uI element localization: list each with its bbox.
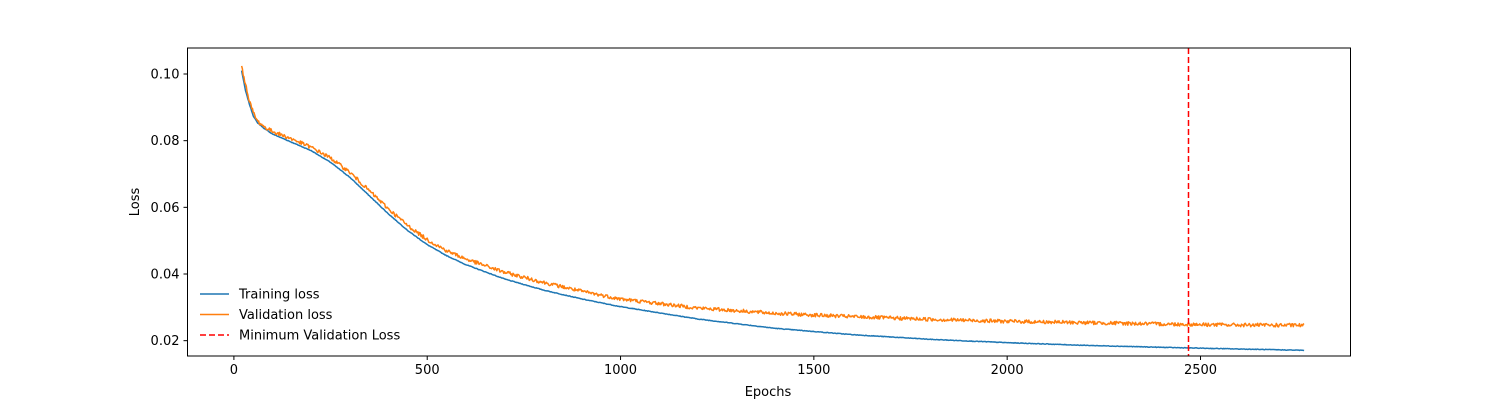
y-tick-label: 0.10 bbox=[151, 68, 180, 83]
y-axis-label: Loss bbox=[128, 188, 143, 217]
series-line-training-loss bbox=[240, 70, 1305, 352]
plot-area bbox=[240, 48, 1305, 356]
y-axis: 0.02 0.04 0.06 0.08 0.10 bbox=[151, 68, 188, 349]
series-line-validation-loss bbox=[240, 65, 1305, 328]
x-tick-label: 2500 bbox=[1184, 363, 1217, 378]
x-tick-label: 1500 bbox=[797, 363, 830, 378]
x-axis: 0 500 1000 1500 2000 2500 bbox=[230, 356, 1217, 378]
legend-label: Training loss bbox=[238, 288, 320, 303]
y-tick-label: 0.04 bbox=[151, 268, 180, 283]
x-axis-label: Epochs bbox=[745, 385, 792, 400]
legend-label: Minimum Validation Loss bbox=[239, 329, 400, 344]
y-tick-label: 0.06 bbox=[151, 201, 180, 216]
x-tick-label: 500 bbox=[415, 363, 440, 378]
x-tick-label: 1000 bbox=[604, 363, 637, 378]
plot-frame bbox=[187, 47, 1351, 357]
y-tick-label: 0.08 bbox=[151, 134, 180, 149]
legend-label: Validation loss bbox=[239, 308, 333, 323]
x-tick-label: 2000 bbox=[991, 363, 1024, 378]
legend: Training loss Validation loss Minimum Vali… bbox=[200, 288, 400, 344]
y-tick-label: 0.02 bbox=[151, 334, 180, 349]
x-tick-label: 0 bbox=[230, 363, 238, 378]
